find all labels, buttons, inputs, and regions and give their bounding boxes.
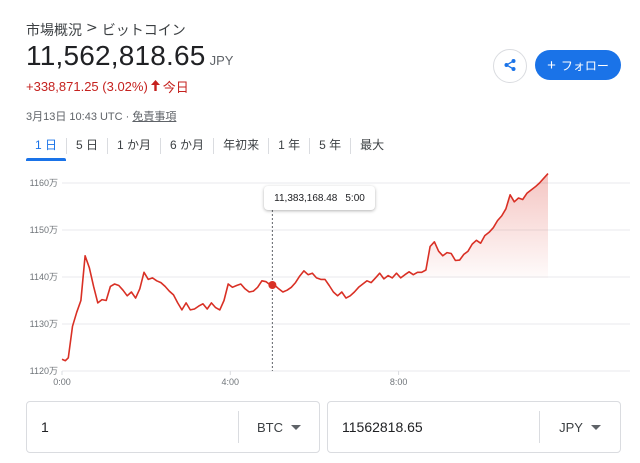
price-row: 11,562,818.65 JPY <box>26 40 233 72</box>
price-change: +338,871.25 (3.02%) 今日 <box>26 77 189 96</box>
price-line <box>61 173 549 362</box>
tooltip-value: 11,383,168.48 <box>274 192 338 204</box>
price-currency: JPY <box>209 53 234 68</box>
tab-1-year[interactable]: 1 年 <box>278 138 301 152</box>
timestamp-text: 3月13日 10:43 UTC · <box>26 111 133 123</box>
x-tick-label: 0:00 <box>53 377 71 387</box>
time-range-tabs: 1 日 5 日 1 か月 6 か月 年初来 1 年 5 年 最大 <box>26 134 393 161</box>
follow-button[interactable]: + フォロー <box>535 50 621 80</box>
tab-max[interactable]: 最大 <box>360 138 385 152</box>
plus-icon: + <box>547 56 556 74</box>
y-tick-label: 1140万 <box>30 272 58 282</box>
tab-divider <box>268 138 270 154</box>
tab-divider <box>66 138 68 154</box>
quote-timestamp: 3月13日 10:43 UTC · 免責事項 <box>26 108 176 124</box>
breadcrumb-separator: > <box>86 20 98 36</box>
tab-divider <box>350 138 352 154</box>
breadcrumb: 市場概況 > ビットコイン <box>26 20 186 40</box>
share-icon <box>503 57 517 76</box>
to-currency-select[interactable]: JPY <box>540 420 620 435</box>
tab-divider <box>160 138 162 154</box>
converter-from: 1 BTC <box>26 401 320 453</box>
y-tick-label: 1150万 <box>30 225 58 235</box>
converter-divider <box>238 411 239 443</box>
y-tick-label: 1130万 <box>30 319 58 329</box>
tab-1-day[interactable]: 1 日 <box>26 134 67 161</box>
converter-to: 11562818.65 JPY <box>327 401 621 453</box>
change-period: 今日 <box>162 80 189 95</box>
converter-divider <box>539 411 540 443</box>
tab-5-days[interactable]: 5 日 <box>76 138 99 152</box>
x-tick-label: 4:00 <box>222 377 240 387</box>
tab-5-years[interactable]: 5 年 <box>319 138 342 152</box>
y-tick-label: 1120万 <box>30 366 58 376</box>
from-amount-input[interactable]: 1 <box>41 419 49 435</box>
to-currency-label: JPY <box>559 419 583 435</box>
change-value: +338,871.25 (3.02%) <box>26 79 148 94</box>
hover-point <box>268 280 277 289</box>
disclaimer-link[interactable]: 免責事項 <box>132 111 177 123</box>
y-tick-label: 1160万 <box>30 178 58 188</box>
tab-1-month[interactable]: 1 か月 <box>117 138 152 152</box>
breadcrumb-parent-link[interactable]: 市場概況 <box>26 23 82 39</box>
arrow-up-icon <box>150 79 160 94</box>
tab-ytd[interactable]: 年初来 <box>223 138 260 152</box>
chevron-down-icon <box>590 424 601 430</box>
breadcrumb-current: ビットコイン <box>101 23 186 39</box>
from-currency-select[interactable]: BTC <box>239 420 319 435</box>
tab-divider <box>107 138 109 154</box>
share-button[interactable] <box>493 49 527 83</box>
from-currency-label: BTC <box>257 419 283 435</box>
tab-divider <box>213 138 215 154</box>
current-price: 11,562,818.65 <box>26 40 206 71</box>
price-area-fill <box>400 173 548 278</box>
tab-6-months[interactable]: 6 か月 <box>170 138 205 152</box>
chart-tooltip: 11,383,168.48 5:00 <box>264 186 375 210</box>
tab-divider <box>309 138 311 154</box>
tooltip-time: 5:00 <box>345 192 365 204</box>
follow-label: フォロー <box>560 58 609 73</box>
to-amount-input[interactable]: 11562818.65 <box>342 419 423 435</box>
x-tick-label: 8:00 <box>390 377 408 387</box>
chevron-down-icon <box>291 424 301 430</box>
